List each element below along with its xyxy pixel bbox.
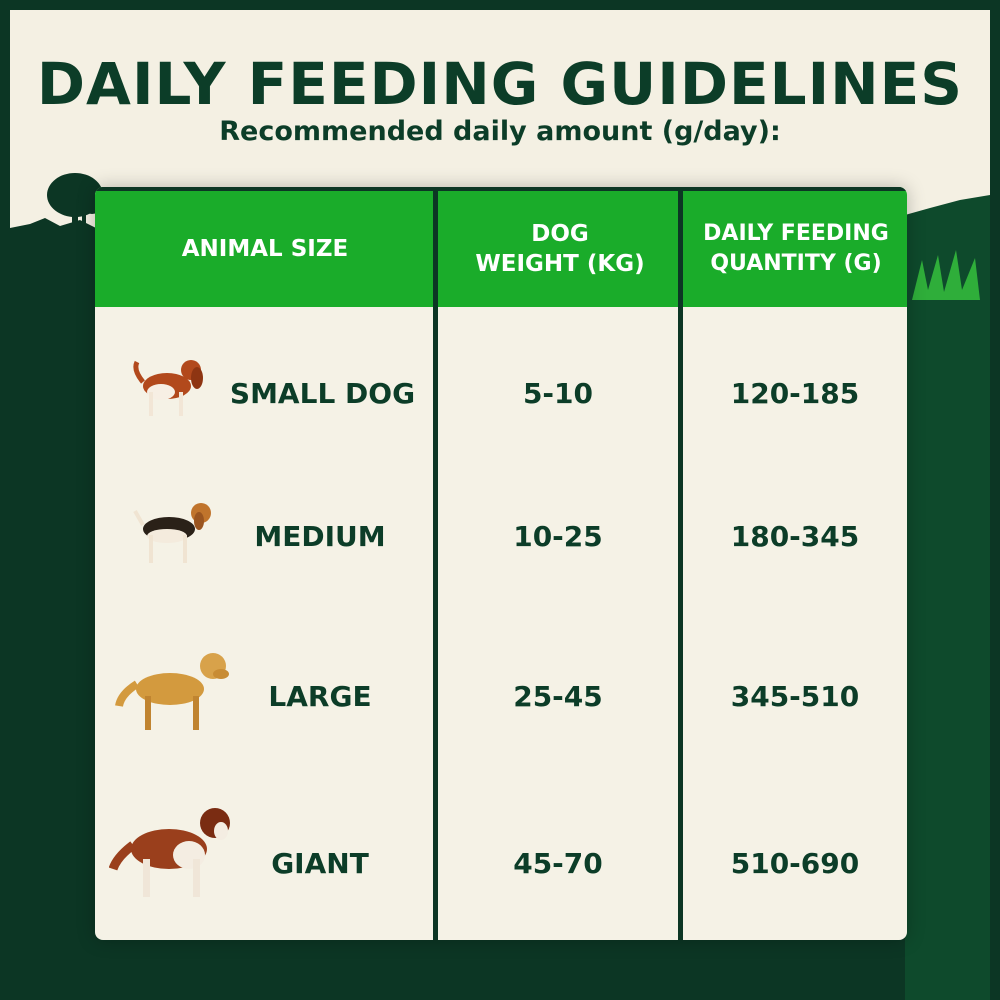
table-row: MEDIUM 10-25 180-345 xyxy=(95,496,907,576)
feeding-quantity-cell: 510-690 xyxy=(730,846,860,880)
page-subtitle: Recommended daily amount (g/day): xyxy=(219,116,781,147)
animal-size-cell: LARGE xyxy=(268,679,372,713)
feeding-quantity-cell: 345-510 xyxy=(730,679,860,713)
table-row: GIANT 45-70 510-690 xyxy=(95,808,907,903)
table-row: SMALL DOG 5-10 120-185 xyxy=(95,353,907,433)
animal-size-cell: SMALL DOG xyxy=(229,376,416,410)
beagle-image xyxy=(133,503,211,563)
page-title: DAILY FEEDING GUIDELINES xyxy=(36,50,964,118)
table-header: ANIMAL SIZE DOG WEIGHT (KG) DAILY FEEDING… xyxy=(95,187,907,307)
animal-size-cell: MEDIUM xyxy=(254,519,386,553)
dog-weight-cell: 10-25 xyxy=(513,519,603,553)
column-header-feeding-quantity: DAILY FEEDING QUANTITY (G) xyxy=(703,221,889,276)
column-header-animal-size: ANIMAL SIZE xyxy=(181,236,349,262)
feeding-table: ANIMAL SIZE DOG WEIGHT (KG) DAILY FEEDING… xyxy=(95,187,907,940)
saint-bernard-image xyxy=(109,808,230,897)
cavalier-spaniel-image xyxy=(133,360,203,416)
feeding-quantity-cell: 120-185 xyxy=(730,376,860,410)
table-row: LARGE 25-45 345-510 xyxy=(95,653,907,736)
dog-weight-cell: 45-70 xyxy=(513,846,603,880)
feeding-quantity-cell: 180-345 xyxy=(730,519,860,553)
column-header-dog-weight: DOG WEIGHT (KG) xyxy=(475,221,645,277)
animal-size-cell: GIANT xyxy=(271,846,369,880)
dog-weight-cell: 5-10 xyxy=(522,376,594,410)
golden-retriever-image xyxy=(115,653,229,730)
column-divider xyxy=(433,187,438,940)
dog-weight-cell: 25-45 xyxy=(513,679,603,713)
column-divider xyxy=(678,187,683,940)
